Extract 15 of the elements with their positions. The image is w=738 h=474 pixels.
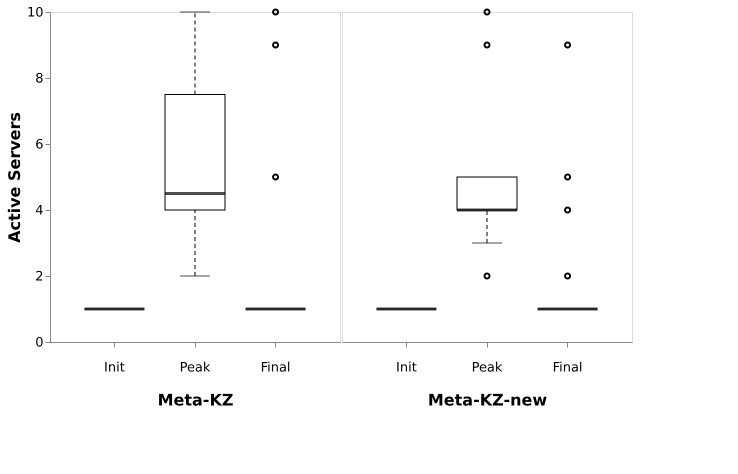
y-tick-label: 2 bbox=[35, 270, 44, 284]
x-tick-label: Init bbox=[396, 360, 417, 376]
x-tick-label: Init bbox=[104, 360, 125, 376]
x-axis-title: Meta-KZ bbox=[158, 390, 234, 410]
x-tick-label: Peak bbox=[180, 360, 211, 376]
y-tick-label: 8 bbox=[35, 72, 44, 86]
y-tick-label: 10 bbox=[26, 6, 44, 20]
y-axis-title: Active Servers bbox=[4, 112, 24, 243]
y-tick-label: 4 bbox=[35, 204, 44, 218]
x-tick-label: Peak bbox=[472, 360, 503, 376]
x-axis-title: Meta-KZ-new bbox=[428, 390, 548, 410]
y-tick-label: 6 bbox=[35, 138, 44, 152]
y-tick-label: 0 bbox=[35, 336, 44, 350]
x-tick-label: Final bbox=[552, 360, 583, 376]
x-tick-label: Final bbox=[260, 360, 291, 376]
